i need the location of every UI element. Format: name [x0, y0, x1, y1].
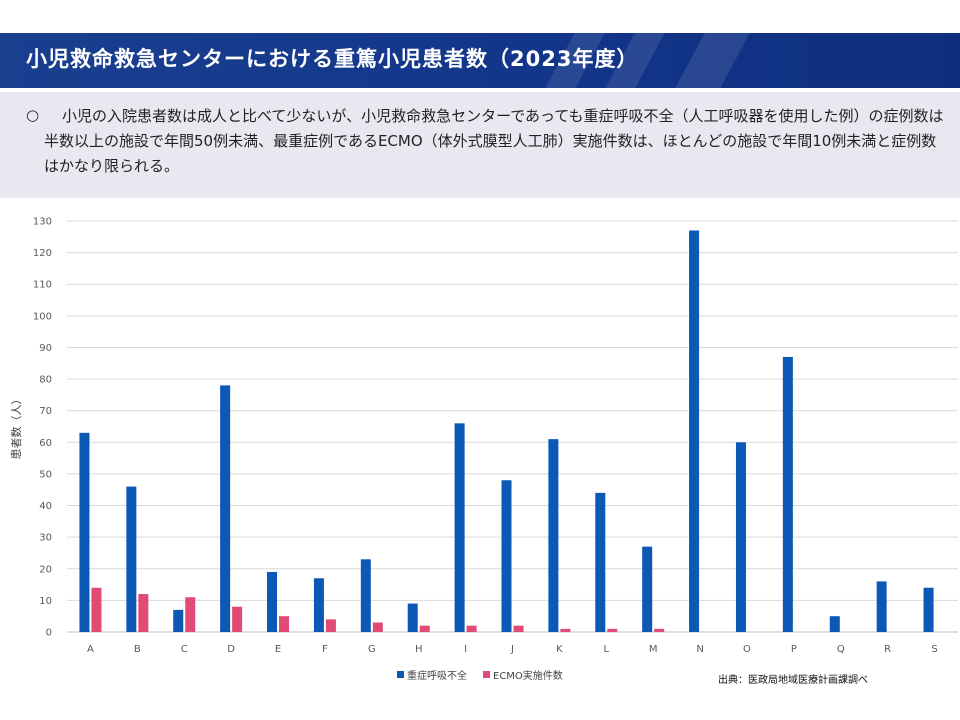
y-tick-label: 0: [46, 628, 52, 639]
x-tick-label: R: [884, 644, 891, 655]
y-tick-label: 100: [33, 311, 52, 322]
legend-item: 重症呼吸不全: [397, 667, 467, 682]
x-tick-label: N: [696, 644, 703, 655]
bar-chart: 0 10 20 30 40 50 60 70 80 90 100 110 120 130 患者数（人） A B C…: [10, 217, 958, 655]
bar-ecmo: [91, 587, 102, 632]
bar-ecmo: [279, 616, 290, 632]
y-tick-label: 110: [33, 280, 52, 291]
chart-legend: 重症呼吸不全 ECMO実施件数: [397, 667, 563, 682]
summary-box: ○ 小児の入院患者数は成人と比べて少ないが、小児救命救急センターであっても重症呼…: [0, 92, 960, 198]
page-title: 小児救命救急センターにおける重篤小児患者数（2023年度）: [26, 47, 639, 71]
bar-respiratory: [595, 492, 606, 632]
bar-ecmo: [138, 594, 149, 632]
x-tick-label: A: [87, 644, 94, 655]
x-tick-label: M: [649, 644, 658, 655]
bar-respiratory: [407, 603, 418, 632]
bar-ecmo: [513, 625, 524, 632]
x-tick-label: C: [181, 644, 188, 655]
y-tick-label: 60: [39, 438, 52, 449]
bar-respiratory: [642, 546, 653, 632]
x-tick-label: S: [931, 644, 937, 655]
bar-respiratory: [923, 587, 934, 632]
summary-bullet: ○: [26, 106, 40, 124]
x-tick-label: P: [791, 644, 797, 655]
summary-text: 小児の入院患者数は成人と比べて少ないが、小児救命救急センターであっても重症呼吸不…: [44, 107, 944, 175]
y-tick-label: 10: [39, 596, 52, 607]
bar-respiratory: [360, 559, 371, 632]
x-tick-label: Q: [837, 644, 845, 655]
bar-respiratory: [220, 385, 231, 632]
legend-item: ECMO実施件数: [483, 667, 563, 682]
x-tick-label: I: [464, 644, 467, 655]
bar-respiratory: [735, 442, 746, 632]
bar-respiratory: [548, 439, 559, 632]
bar-ecmo: [466, 625, 477, 632]
x-tick-label: K: [556, 644, 563, 655]
bar-respiratory: [313, 578, 324, 632]
x-tick-label: O: [743, 644, 751, 655]
y-tick-label: 40: [39, 501, 52, 512]
y-tick-label: 90: [39, 343, 52, 354]
bar-ecmo: [372, 622, 383, 632]
title-banner: 小児救命救急センターにおける重篤小児患者数（2023年度）: [0, 33, 960, 88]
bar-respiratory: [79, 432, 90, 632]
legend-label: ECMO実施件数: [493, 671, 563, 682]
y-tick-label: 120: [33, 248, 52, 259]
x-tick-label: G: [368, 644, 376, 655]
bar-ecmo: [419, 625, 430, 632]
bar-respiratory: [267, 571, 278, 632]
bar-ecmo: [607, 628, 618, 632]
legend-label: 重症呼吸不全: [407, 671, 467, 682]
x-tick-label: J: [510, 644, 514, 655]
bar-ecmo: [654, 628, 665, 632]
x-tick-label: F: [322, 644, 328, 655]
x-tick-label: B: [134, 644, 141, 655]
bar-respiratory: [689, 230, 700, 632]
bar-ecmo: [232, 606, 243, 632]
legend-swatch: [483, 671, 490, 678]
legend-swatch: [397, 671, 404, 678]
source-note: 出典：医政局地域医療計画課調べ: [718, 675, 868, 686]
y-axis-label: 患者数（人）: [10, 394, 23, 460]
y-tick-label: 50: [39, 469, 52, 480]
y-tick-label: 80: [39, 375, 52, 386]
banner-stripe: [675, 33, 750, 88]
x-tick-label: E: [275, 644, 281, 655]
x-tick-label: H: [415, 644, 423, 655]
bar-ecmo: [325, 619, 336, 632]
bar-respiratory: [454, 423, 465, 632]
y-tick-label: 130: [33, 217, 52, 228]
bar-respiratory: [876, 581, 887, 632]
bar-respiratory: [501, 480, 512, 632]
y-tick-label: 20: [39, 564, 52, 575]
bar-ecmo: [560, 628, 571, 632]
bar-ecmo: [185, 597, 196, 632]
y-tick-label: 70: [39, 406, 52, 417]
x-tick-label: D: [227, 644, 235, 655]
bar-respiratory: [782, 356, 793, 632]
bar-respiratory: [173, 609, 184, 632]
bar-respiratory: [829, 616, 840, 632]
y-tick-label: 30: [39, 533, 52, 544]
x-tick-label: L: [604, 644, 610, 655]
bar-respiratory: [126, 486, 137, 632]
